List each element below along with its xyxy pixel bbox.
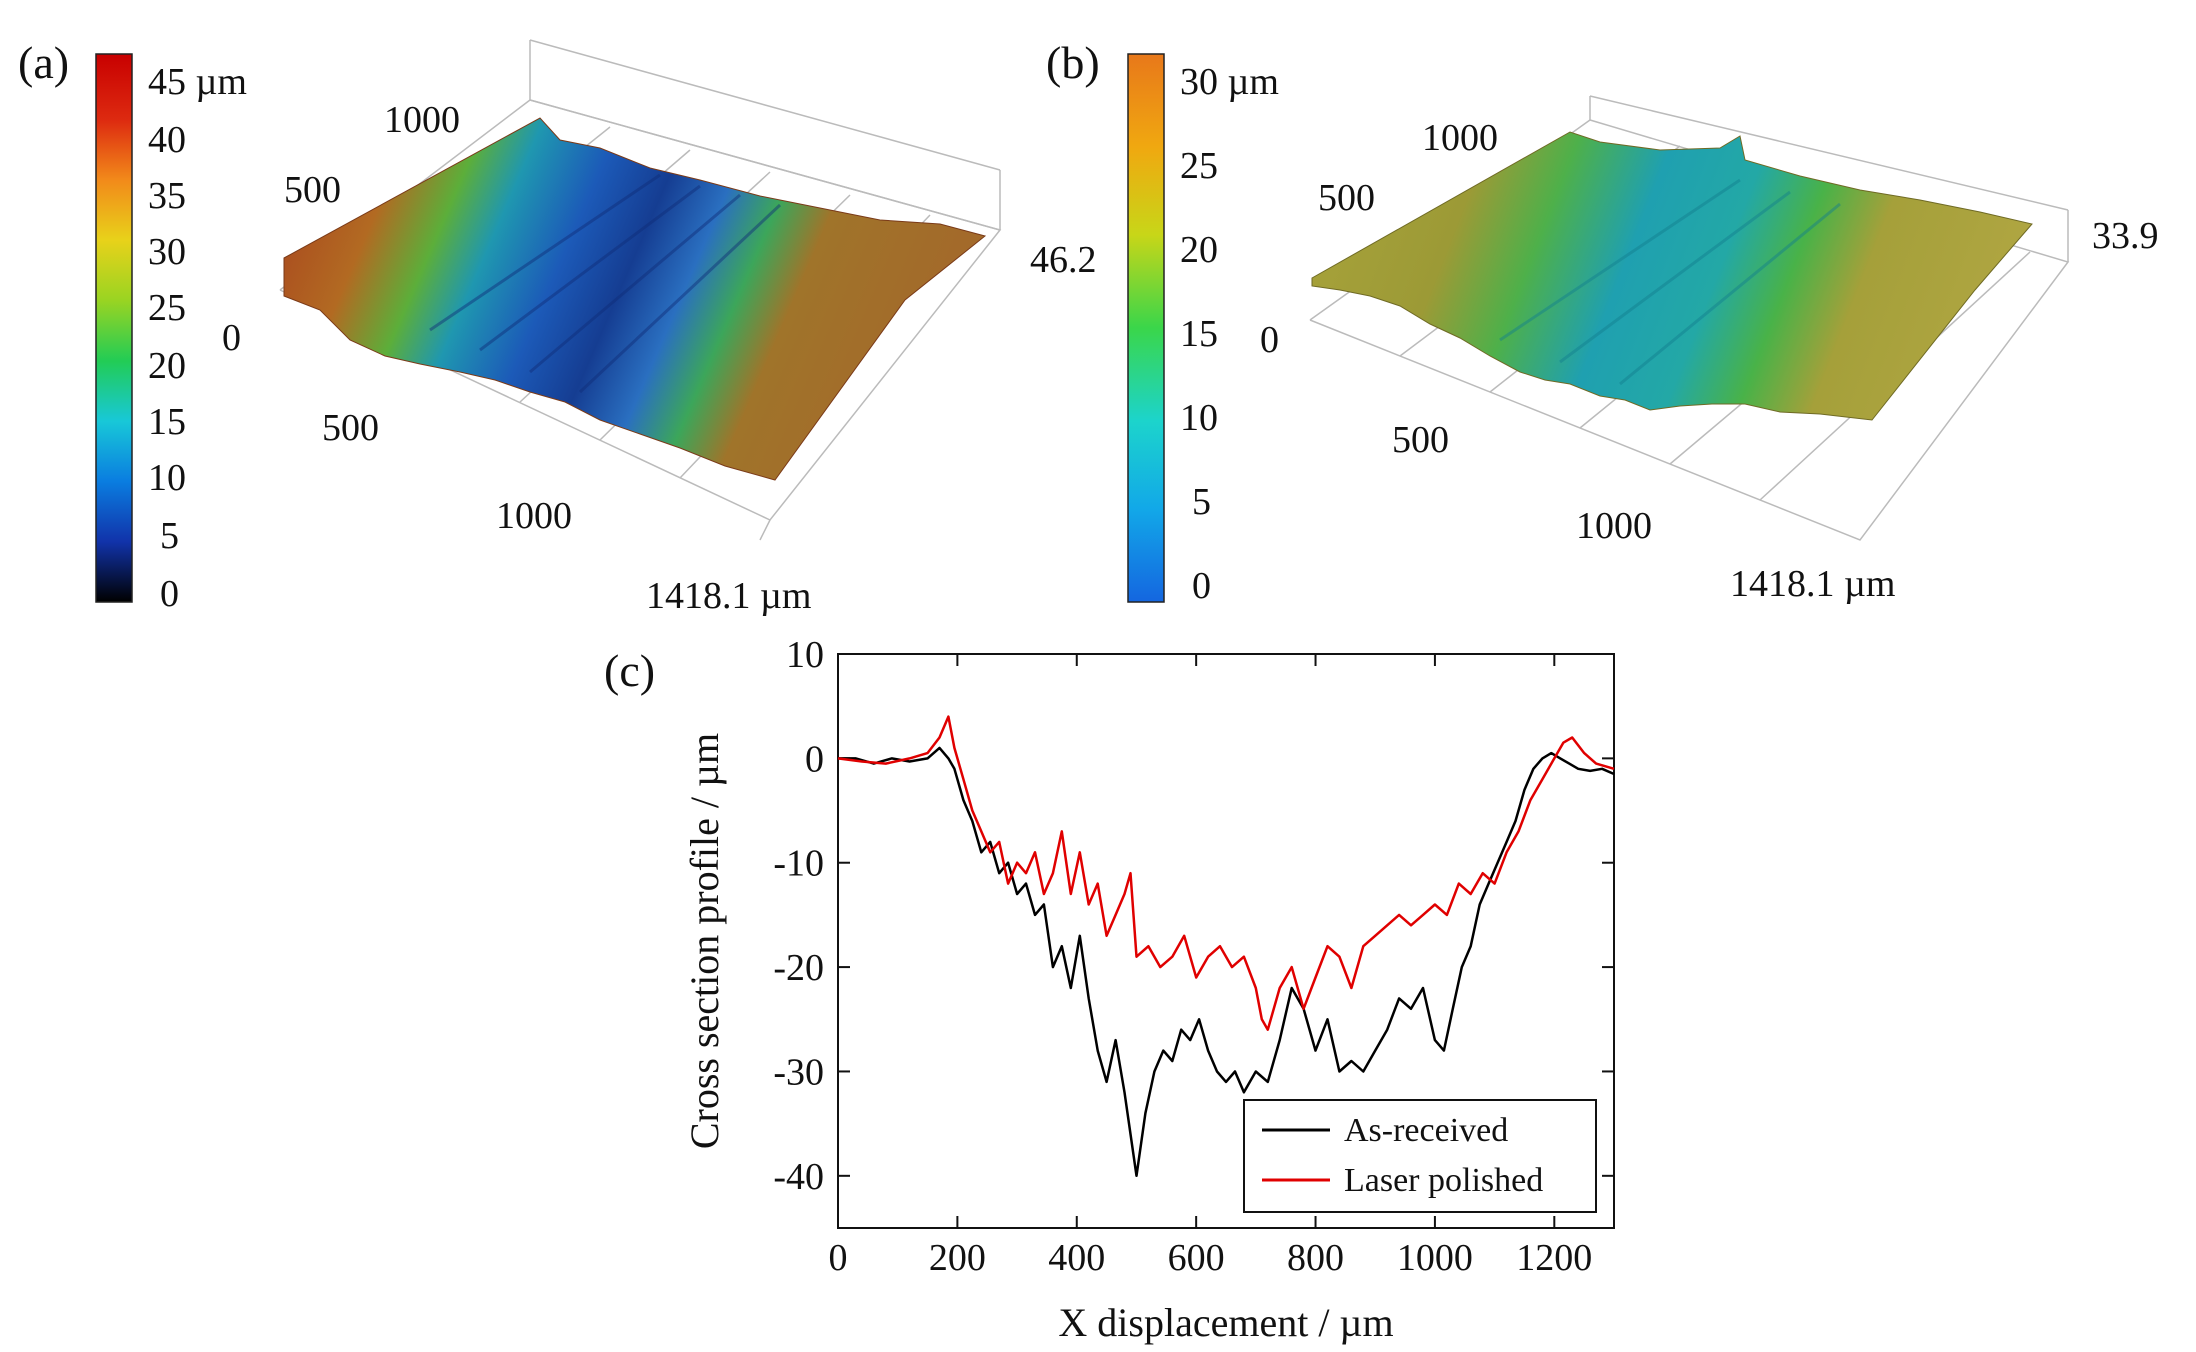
surface-b-streaks [1499, 178, 1841, 386]
x-tick-label: 1000 [1397, 1237, 1473, 1279]
surface-plot-b: 1000 500 0 500 1000 1418.1 µm 33.9 [1260, 95, 2159, 605]
colorbar-a-tick: 35 [148, 175, 186, 217]
colorbar-a-tick: 30 [148, 231, 186, 273]
x-tick-label: 0 [829, 1237, 848, 1279]
colorbar-b [1127, 53, 1165, 603]
y-tick-label: -40 [773, 1156, 824, 1198]
y-tick-label: -30 [773, 1051, 824, 1093]
surface-a [283, 117, 987, 481]
panel-a-label: (a) [18, 37, 69, 88]
colorbar-b-tick: 0 [1192, 565, 1211, 607]
legend-label-laser-polished: Laser polished [1344, 1162, 1543, 1199]
surface-b-ytick: 0 [1260, 319, 1279, 361]
surface-a-xtick: 1418.1 µm [646, 575, 811, 617]
colorbar-a-tick: 0 [160, 573, 179, 615]
colorbar-b-tick: 5 [1192, 481, 1211, 523]
surface-b-ytick: 500 [1318, 177, 1375, 219]
legend-box [1243, 1099, 1597, 1213]
colorbar-a-tick: 15 [148, 401, 186, 443]
colorbar-a-tick: 10 [148, 457, 186, 499]
chart-c-series-group [837, 715, 1615, 1178]
colorbar-b-tick: 30 µm [1180, 61, 1279, 103]
chart-c-xlabel: X displacement / µm [1058, 1300, 1393, 1345]
y-tick-label: -10 [773, 843, 824, 885]
chart-c-x-ticks: 0 200 400 600 800 1000 1200 [829, 654, 1592, 1279]
chart-c-y-ticks: 10 0 -10 -20 -30 -40 [773, 634, 1614, 1198]
colorbar-a-tick: 20 [148, 345, 186, 387]
surface-b [1311, 131, 2033, 421]
surface-b-zmax: 33.9 [2092, 215, 2159, 257]
surface-a-ytick: 0 [222, 317, 241, 359]
x-tick-label: 800 [1287, 1237, 1344, 1279]
chart-c-frame [837, 653, 1615, 1229]
x-tick-label: 200 [929, 1237, 986, 1279]
legend-label-as-received: As-received [1344, 1112, 1508, 1149]
series-line-laser-polished [837, 715, 1615, 1031]
chart-c: 0 200 400 600 800 1000 1200 10 0 -10 -20 -30 -40 X … [682, 634, 1615, 1345]
surface-a-ytick: 500 [284, 169, 341, 211]
x-tick-label: 400 [1048, 1237, 1105, 1279]
colorbar-a-tick: 45 µm [148, 61, 247, 103]
panel-c-label: (c) [604, 645, 655, 696]
colorbar-b-tick: 25 [1180, 145, 1218, 187]
y-tick-label: 10 [786, 634, 824, 676]
chart-c-legend: As-received Laser polished [1243, 1099, 1597, 1213]
colorbar-a-tick: 40 [148, 119, 186, 161]
x-tick-label: 600 [1168, 1237, 1225, 1279]
surface-b-xtick: 1000 [1576, 505, 1652, 547]
x-tick-label: 1200 [1516, 1237, 1592, 1279]
surface-a-xtick: 1000 [496, 495, 572, 537]
surface-b-xtick: 1418.1 µm [1730, 563, 1895, 605]
colorbar-a-ticks: 45 µm 40 35 30 25 20 15 10 5 0 [148, 61, 247, 615]
chart-c-ylabel: Cross section profile / µm [682, 733, 727, 1149]
surface-b-xtick: 500 [1392, 419, 1449, 461]
colorbar-b-tick: 20 [1180, 229, 1218, 271]
surface-a-ytick: 1000 [384, 99, 460, 141]
surface-plot-a: 1000 500 0 500 1000 1418.1 µm 46.2 [222, 39, 1097, 617]
series-line-as-received [838, 746, 1615, 1178]
colorbar-a-tick: 25 [148, 287, 186, 329]
surface-a-streaks [429, 173, 782, 394]
surface-b-ytick: 1000 [1422, 117, 1498, 159]
colorbar-a [95, 53, 133, 603]
colorbar-a-tick: 5 [160, 515, 179, 557]
surface-a-xtick: 500 [322, 407, 379, 449]
surface-a-zmax: 46.2 [1030, 239, 1097, 281]
colorbar-b-tick: 15 [1180, 313, 1218, 355]
panel-b-label: (b) [1046, 37, 1100, 88]
y-tick-label: 0 [805, 738, 824, 780]
y-tick-label: -20 [773, 947, 824, 989]
colorbar-b-ticks: 30 µm 25 20 15 10 5 0 [1180, 61, 1279, 607]
colorbar-b-tick: 10 [1180, 397, 1218, 439]
